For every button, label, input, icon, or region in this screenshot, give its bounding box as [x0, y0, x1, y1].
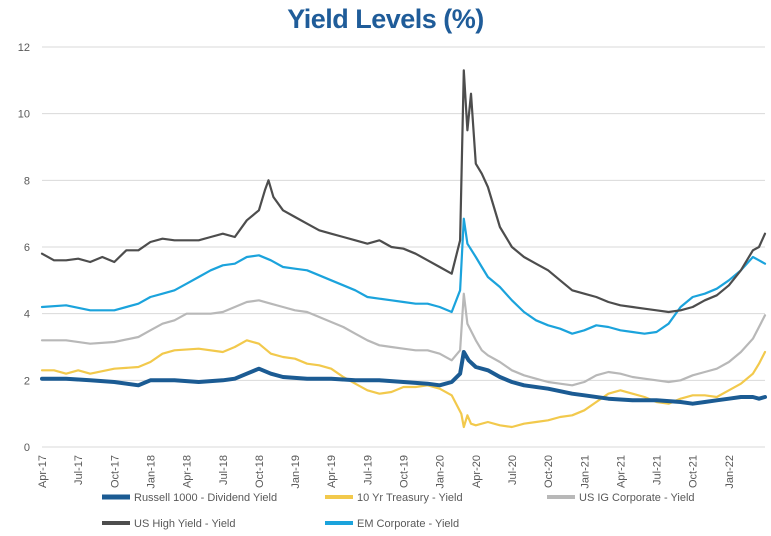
series-line-0	[40, 350, 767, 406]
x-tick-label: Jan-22	[724, 455, 736, 489]
y-tick-label: 6	[24, 242, 30, 254]
x-tick-label: Jan-20	[435, 455, 447, 489]
x-tick-label: Jul-19	[362, 455, 374, 485]
chart-title: Yield Levels (%)	[287, 4, 484, 34]
x-tick-label: Apr-20	[471, 455, 483, 488]
y-tick-label: 2	[24, 375, 30, 387]
y-tick-label: 8	[24, 175, 30, 187]
legend: Russell 1000 - Dividend Yield 10 Yr Treas…	[102, 492, 695, 530]
y-tick-label: 0	[24, 442, 30, 454]
series-lines	[40, 69, 767, 429]
y-tick-label: 10	[18, 109, 30, 121]
x-tick-label: Oct-18	[254, 455, 266, 488]
legend-label: US IG Corporate - Yield	[579, 492, 695, 504]
x-tick-label: Oct-19	[399, 455, 411, 488]
series-line-2	[40, 292, 767, 387]
x-tick-label: Jul-17	[73, 455, 85, 485]
series-line-4	[40, 217, 767, 335]
x-tick-label: Jan-19	[290, 455, 302, 489]
y-axis-ticks: 0 2 4 6 8 10 12	[18, 42, 30, 454]
x-tick-label: Apr-18	[182, 455, 194, 488]
x-tick-label: Oct-20	[543, 455, 555, 488]
x-axis-ticks: Apr-17 Jul-17 Oct-17 Jan-18 Apr-18 Jul-18 Oct-…	[37, 455, 736, 489]
x-tick-label: Apr-19	[326, 455, 338, 488]
legend-label: 10 Yr Treasury - Yield	[357, 492, 463, 504]
legend-label: Russell 1000 - Dividend Yield	[134, 492, 277, 504]
x-tick-label: Apr-17	[37, 455, 49, 488]
x-tick-label: Jan-21	[579, 455, 591, 489]
legend-label: US High Yield - Yield	[134, 518, 236, 530]
x-tick-label: Jul-20	[507, 455, 519, 485]
x-tick-label: Apr-21	[615, 455, 627, 488]
y-tick-label: 12	[18, 42, 30, 54]
x-tick-label: Jul-18	[218, 455, 230, 485]
y-tick-label: 4	[24, 309, 30, 321]
series-line-3	[40, 69, 767, 314]
x-tick-label: Oct-17	[109, 455, 121, 488]
x-tick-label: Jan-18	[145, 455, 157, 489]
x-tick-label: Jul-21	[652, 455, 664, 485]
x-tick-label: Oct-21	[688, 455, 700, 488]
legend-label: EM Corporate - Yield	[357, 518, 459, 530]
